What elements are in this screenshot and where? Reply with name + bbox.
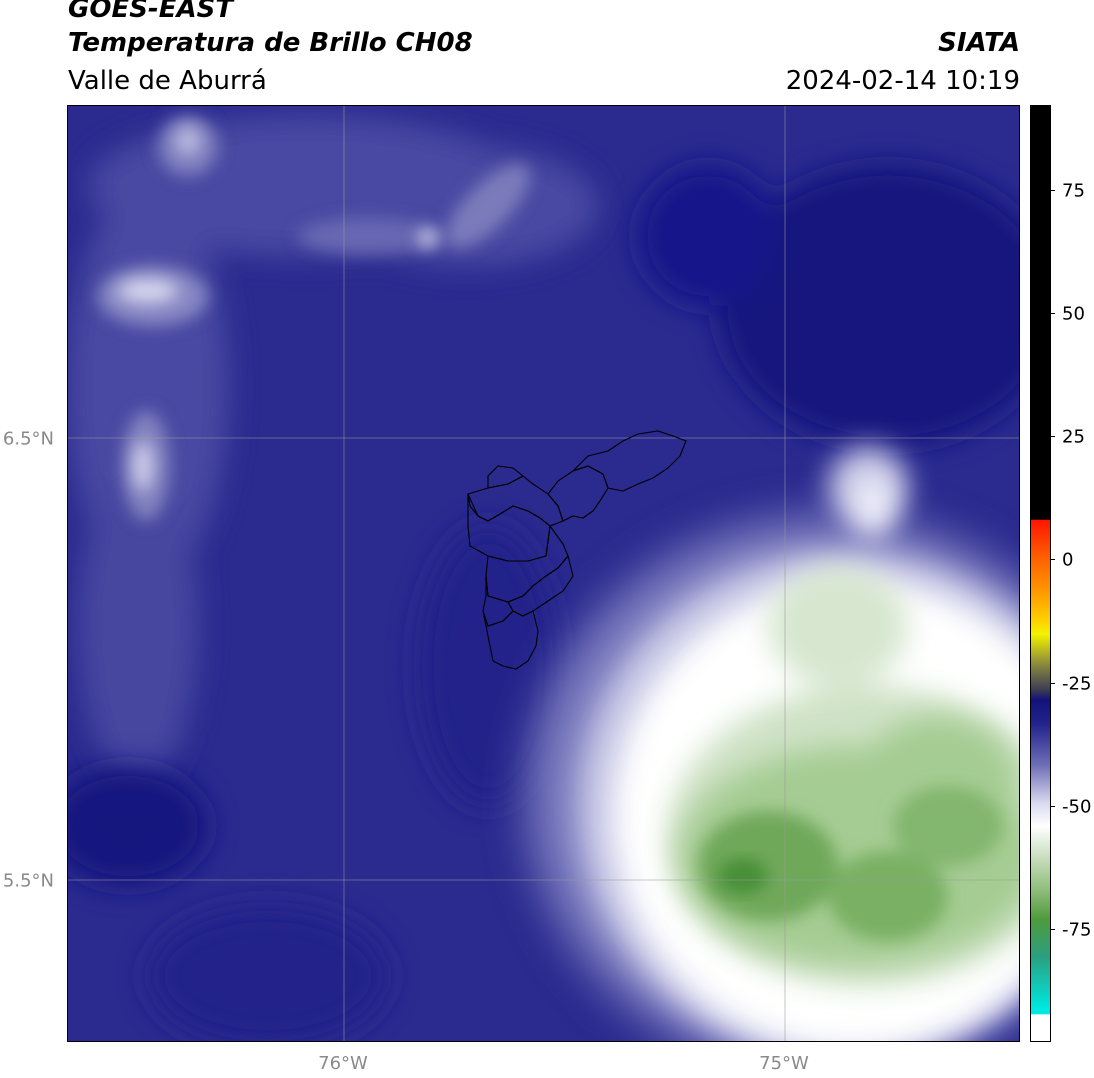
colorbar-tick-label: 50 (1062, 303, 1085, 325)
colorbar-tick-label: 25 (1062, 426, 1085, 448)
longitude-label: 76°W (318, 1053, 368, 1074)
colorbar-tick (1050, 436, 1055, 437)
colorbar-tick (1050, 806, 1055, 807)
timestamp-label: 2024-02-14 10:19 (785, 66, 1020, 96)
colorbar-tick (1050, 929, 1055, 930)
latitude-label: 6.5°N (2, 428, 54, 450)
colorbar-tick (1050, 559, 1055, 560)
organization-label: SIATA (938, 28, 1020, 58)
satellite-map[interactable] (67, 105, 1020, 1042)
longitude-label: 75°W (759, 1053, 809, 1074)
colorbar-tick (1050, 313, 1055, 314)
municipality-boundaries (467, 430, 687, 670)
colorbar-gradient (1031, 106, 1050, 1041)
region-label: Valle de Aburrá (68, 66, 267, 96)
colorbar-tick (1050, 683, 1055, 684)
colorbar (1030, 105, 1051, 1042)
colorbar-tick-label: 0 (1062, 549, 1074, 571)
product-title: Temperatura de Brillo CH08 (68, 28, 473, 58)
colorbar-tick-label: -50 (1062, 796, 1092, 818)
colorbar-tick-label: 75 (1062, 180, 1085, 202)
satellite-title: GOES-EAST (68, 0, 234, 24)
colorbar-tick-label: -75 (1062, 919, 1092, 941)
colorbar-tick (1050, 190, 1055, 191)
latitude-label: 5.5°N (2, 870, 54, 892)
colorbar-tick-label: -25 (1062, 673, 1092, 695)
